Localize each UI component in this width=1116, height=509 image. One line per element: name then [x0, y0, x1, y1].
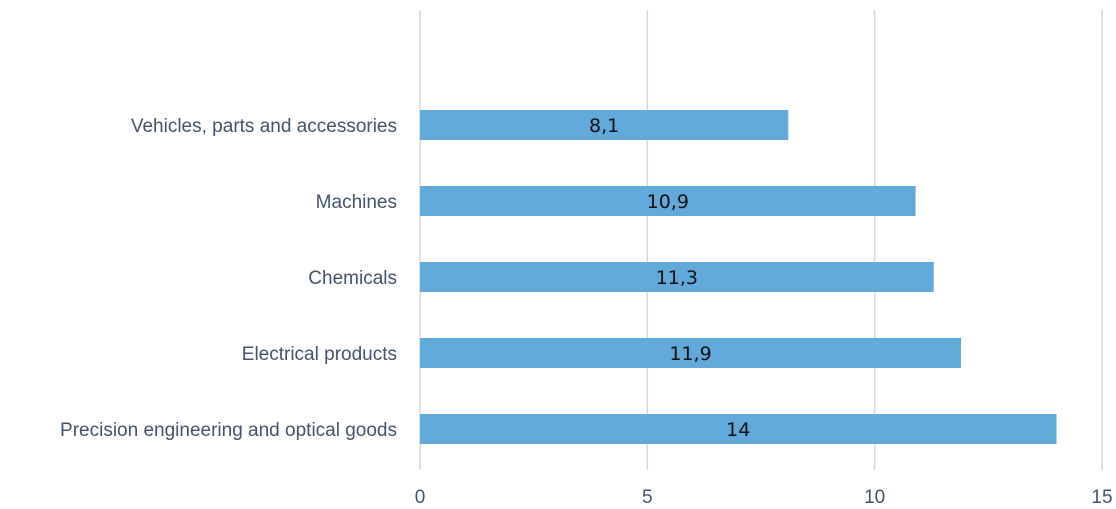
bar: [420, 262, 934, 292]
data-label: 10,9: [647, 191, 689, 213]
x-tick-label: 15: [1091, 487, 1112, 508]
x-tick-label: 5: [642, 487, 653, 508]
category-label: Machines: [316, 192, 397, 213]
category-labels: Vehicles, parts and accessories Machines C…: [60, 116, 397, 441]
bar: [420, 338, 962, 368]
bar: [420, 414, 1057, 444]
category-label: Electrical products: [242, 344, 397, 365]
data-label: 8,1: [589, 115, 619, 137]
category-label: Chemicals: [308, 268, 397, 289]
category-label: Vehicles, parts and accessories: [131, 116, 397, 137]
x-tick-label: 0: [415, 487, 426, 508]
data-labels: 8,1 10,9 11,3 11,9 14: [589, 115, 750, 441]
data-label: 14: [726, 419, 750, 441]
data-label: 11,9: [669, 343, 711, 365]
gridlines: [419, 10, 1103, 470]
bars: [420, 110, 1057, 444]
category-label: Precision engineering and optical goods: [60, 420, 397, 441]
bar: [420, 186, 916, 216]
data-label: 11,3: [656, 267, 698, 289]
x-axis-tick-labels: 0 5 10 15: [415, 487, 1113, 508]
x-tick-label: 10: [864, 487, 885, 508]
bar: [420, 110, 789, 140]
